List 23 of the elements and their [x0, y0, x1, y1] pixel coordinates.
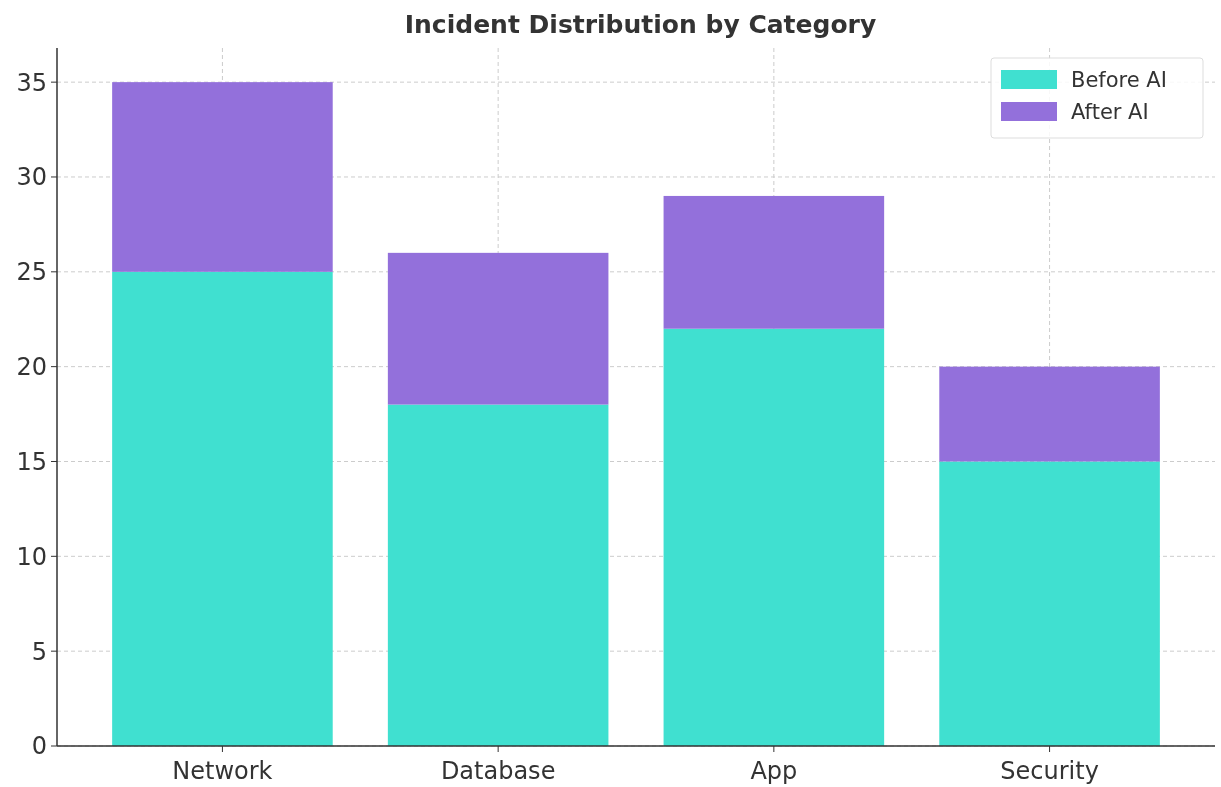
y-tick-label: 20: [16, 353, 47, 382]
y-tick-label: 15: [16, 447, 47, 476]
y-tick-label: 30: [16, 163, 47, 192]
x-tick-label: Database: [440, 757, 556, 785]
y-tick-label: 35: [16, 68, 47, 97]
bar: [663, 195, 885, 329]
legend-label: Before AI: [1071, 68, 1167, 93]
chart-title: Incident Distribution by Category: [404, 10, 877, 39]
bar: [387, 404, 609, 746]
bar: [112, 271, 333, 746]
x-tick-label: Network: [172, 757, 273, 785]
y-tick-label: 25: [16, 258, 47, 287]
bar: [939, 461, 1160, 746]
y-tick-label: 0: [31, 732, 47, 761]
y-tick-label: 10: [16, 542, 47, 571]
bar: [112, 82, 333, 272]
x-tick-label: App: [750, 757, 798, 785]
bar: [387, 252, 609, 405]
y-tick-label: 5: [31, 637, 47, 666]
legend-label: After AI: [1071, 100, 1149, 125]
x-tick-label: Security: [1000, 757, 1099, 785]
bar: [663, 328, 885, 746]
bar: [939, 366, 1160, 462]
